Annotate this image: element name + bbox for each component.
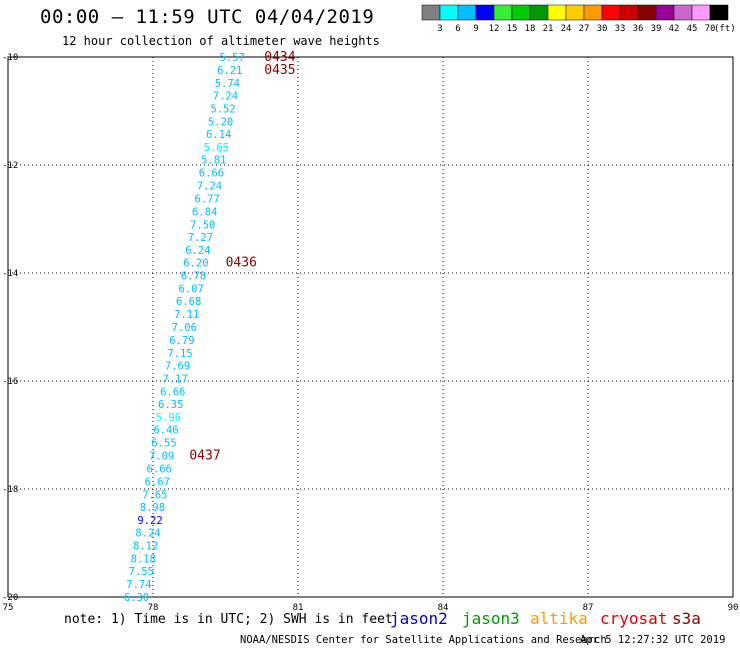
colorbar-label: 45	[687, 24, 698, 34]
plot-frame	[7, 56, 734, 598]
colorbar-label: 15	[507, 24, 518, 34]
swh-data-label: 6.55	[151, 438, 176, 450]
time-label: 0434	[264, 50, 295, 65]
swh-data-label: 6.20	[183, 258, 208, 270]
swh-data-label: 7.17	[163, 373, 188, 385]
swh-data-label: 8.18	[131, 554, 156, 566]
swh-data-label: 7.24	[197, 181, 222, 193]
swh-data-label: 7.15	[167, 348, 192, 360]
swh-data-label: 6.68	[176, 296, 201, 308]
x-tick-label: 84	[438, 603, 449, 613]
colorbar-label: 24	[561, 24, 572, 34]
colorbar-unit: (ft)	[714, 24, 736, 34]
swh-data-label: 8.24	[135, 528, 160, 540]
x-tick-label: 90	[728, 603, 739, 613]
y-tick-label: -16	[2, 377, 18, 387]
y-tick-label: -12	[2, 161, 18, 171]
swh-data-label: 5.81	[201, 155, 226, 167]
x-tick-label: 87	[583, 603, 594, 613]
swh-data-label: 6.66	[160, 386, 185, 398]
footer-note: note: 1) Time is in UTC; 2) SWH is in fe…	[64, 612, 393, 627]
swh-data-label: 6.07	[178, 284, 203, 296]
colorbar-label: 18	[525, 24, 536, 34]
colorbar-label: 70	[705, 24, 716, 34]
generated-timestamp: Apr 5 12:27:32 UTC 2019	[580, 634, 726, 646]
chart-subtitle: 12 hour collection of altimeter wave hei…	[62, 34, 380, 48]
swh-data-label: 7.11	[174, 309, 199, 321]
colorbar-label: 36	[633, 24, 644, 34]
y-tick-label: -10	[2, 53, 18, 63]
swh-data-label: 7.69	[165, 360, 190, 372]
swh-data-label: 6.67	[145, 476, 170, 488]
swh-data-label: 5.96	[156, 412, 181, 424]
colorbar-label: 3	[437, 24, 442, 34]
legend-jason2: jason2	[390, 609, 448, 628]
swh-data-label: 8.12	[133, 541, 158, 553]
legend-s3a: s3a	[672, 609, 701, 628]
time-label: 0435	[264, 63, 295, 78]
swh-data-label: 7.55	[129, 566, 154, 578]
colorbar-label: 6	[455, 24, 460, 34]
swh-data-label: 5.20	[208, 116, 233, 128]
swh-data-label: 6.14	[206, 129, 231, 141]
swh-data-label: 6.77	[194, 193, 219, 205]
swh-data-label: 7.74	[126, 579, 151, 591]
swh-data-label: 6.66	[199, 168, 224, 180]
swh-data-label: 5.65	[204, 142, 229, 154]
credit-line: NOAA/NESDIS Center for Satellite Applica…	[240, 634, 607, 646]
swh-data-label: 6.46	[153, 425, 178, 437]
swh-data-label: 5.57	[220, 52, 245, 64]
swh-data-label: 6.84	[192, 206, 217, 218]
colorbar-label: 9	[473, 24, 478, 34]
swh-data-label: 6.24	[185, 245, 210, 257]
swh-data-label: 7.65	[142, 489, 167, 501]
swh-data-label: 5.74	[215, 78, 240, 90]
legend-altika: altika	[530, 609, 588, 628]
colorbar-label: 33	[615, 24, 626, 34]
swh-data-label: 6.66	[147, 463, 172, 475]
legend-jason3: jason3	[462, 609, 520, 628]
colorbar-label: 30	[597, 24, 608, 34]
y-tick-label: -14	[2, 269, 18, 279]
colorbar-label: 12	[489, 24, 500, 34]
time-label: 0437	[189, 449, 220, 464]
swh-data-label: 6.30	[124, 592, 149, 604]
colorbar-label: 42	[669, 24, 680, 34]
y-tick-label: -18	[2, 485, 18, 495]
colorbar-label: 21	[543, 24, 554, 34]
swh-colorbar-legend: 3 6 9 12 15 18 21 24 27 30 33 36 39 42 45 70(ft)	[421, 4, 736, 34]
swh-data-label: 5.52	[210, 103, 235, 115]
swh-data-label: 7.50	[190, 219, 215, 231]
x-tick-label: 78	[148, 603, 159, 613]
swh-data-label: 6.21	[217, 65, 242, 77]
y-tick-label: -20	[2, 593, 18, 603]
colorbar-label: 39	[651, 24, 662, 34]
swh-data-label: 7.24	[213, 90, 238, 102]
x-tick-label: 75	[3, 603, 14, 613]
colorbar-label: 27	[579, 24, 590, 34]
x-tick-label: 81	[293, 603, 304, 613]
time-label: 0436	[226, 256, 257, 271]
chart-title: 00:00 – 11:59 UTC 04/04/2019	[40, 6, 375, 28]
legend-cryosat: cryosat	[600, 609, 668, 628]
swh-data-label: 8.98	[140, 502, 165, 514]
swh-data-label: 9.22	[137, 515, 162, 527]
swh-data-label: 6.79	[169, 335, 194, 347]
colorbar-swatch	[709, 4, 729, 21]
swh-data-label: 6.78	[181, 271, 206, 283]
swh-data-label: 7.27	[188, 232, 213, 244]
swh-data-label: 7.09	[149, 451, 174, 463]
swh-data-label: 7.06	[172, 322, 197, 334]
swh-data-label: 6.35	[158, 399, 183, 411]
